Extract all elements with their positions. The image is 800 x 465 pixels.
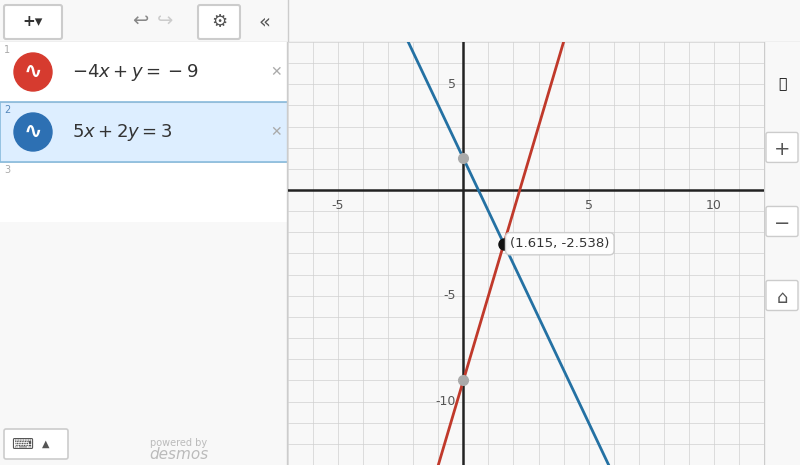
Text: −: −: [774, 214, 790, 233]
Text: -5: -5: [332, 199, 344, 212]
Text: $5x + 2y = 3$: $5x + 2y = 3$: [72, 121, 173, 142]
FancyBboxPatch shape: [766, 280, 798, 311]
Text: ↩: ↩: [132, 11, 148, 29]
Text: +: +: [774, 140, 790, 159]
Bar: [0, 102, 288, 162]
Text: -10: -10: [435, 395, 456, 408]
FancyBboxPatch shape: [766, 133, 798, 162]
Text: 2: 2: [4, 105, 10, 115]
Text: ∿: ∿: [24, 62, 42, 82]
Text: «: «: [259, 13, 271, 32]
Bar: [0, 162, 288, 222]
Bar: [0, 42, 288, 102]
Circle shape: [14, 113, 52, 151]
Text: (1.615, -2.538): (1.615, -2.538): [510, 237, 610, 250]
Text: 3: 3: [4, 165, 10, 175]
FancyBboxPatch shape: [766, 206, 798, 237]
Text: ✕: ✕: [270, 65, 282, 79]
Text: $-4x + y = -9$: $-4x + y = -9$: [72, 61, 198, 82]
FancyBboxPatch shape: [4, 5, 62, 39]
Text: +▾: +▾: [23, 14, 43, 29]
Text: desmos: desmos: [149, 446, 208, 461]
Text: ⚙: ⚙: [211, 13, 227, 31]
FancyBboxPatch shape: [198, 5, 240, 39]
Text: 10: 10: [706, 199, 722, 212]
Text: 5: 5: [585, 199, 593, 212]
Circle shape: [14, 53, 52, 91]
Text: ▲: ▲: [42, 439, 50, 449]
Text: 🔧: 🔧: [778, 77, 786, 91]
Text: ↪: ↪: [157, 11, 173, 29]
Text: 5: 5: [448, 78, 456, 91]
Text: powered by: powered by: [150, 438, 207, 448]
Bar: [0, 102, 288, 162]
Text: ⌨: ⌨: [11, 437, 33, 452]
Text: ✕: ✕: [270, 125, 282, 139]
Text: ⌂: ⌂: [776, 289, 788, 307]
Text: -5: -5: [443, 289, 456, 302]
Text: 1: 1: [4, 45, 10, 55]
Text: ∿: ∿: [24, 122, 42, 142]
FancyBboxPatch shape: [4, 429, 68, 459]
